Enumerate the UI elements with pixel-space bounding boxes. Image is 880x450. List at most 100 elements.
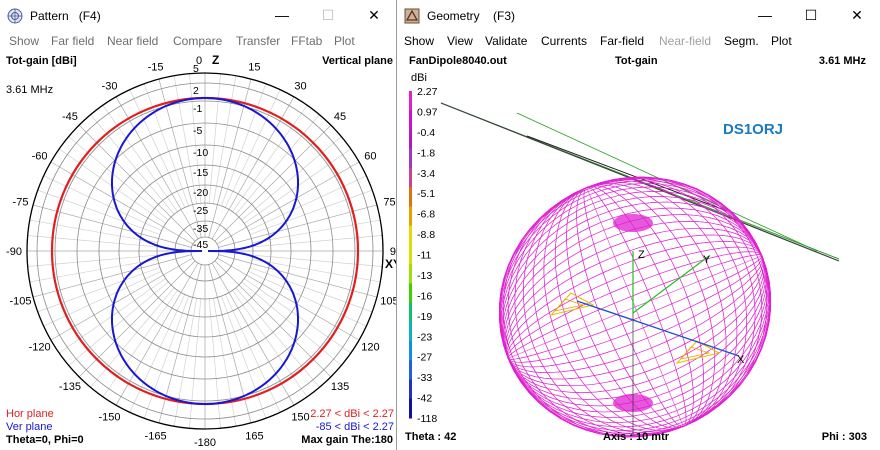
geometry-maximize-button[interactable]: ☐ bbox=[804, 7, 818, 23]
scale-value: -16 bbox=[417, 290, 432, 302]
scale-value: -23 bbox=[417, 331, 432, 343]
angle-label: -90 bbox=[6, 246, 22, 258]
geometry-menu-segm[interactable]: Segm. bbox=[724, 34, 759, 48]
geometry-view-area[interactable]: 2.27 0.97 -0.4 -1.8 -3.4 -5.1 -6.8 -8.8 -11 -13 -1… bbox=[397, 51, 880, 450]
ring-label: 5 bbox=[193, 63, 199, 75]
angle-label: 0 bbox=[196, 55, 202, 67]
geometry-menubar: Show View Validate Currents Far-field Ne… bbox=[397, 31, 880, 51]
pattern-window: Pattern (F4) — ☐ ✕ Show Far field Near f… bbox=[0, 0, 397, 450]
pattern-app-icon bbox=[7, 8, 23, 24]
legend-hor-plane: Hor plane bbox=[6, 408, 54, 420]
angle-label: -180 bbox=[194, 437, 216, 449]
pattern-header-right: Vertical plane bbox=[322, 55, 393, 67]
geometry-app-icon bbox=[404, 8, 420, 24]
scale-unit: dBi bbox=[411, 72, 427, 84]
geometry-menu-validate[interactable]: Validate bbox=[485, 34, 528, 48]
geometry-titlebar[interactable]: Geometry (F3) — ☐ ✕ bbox=[397, 0, 880, 31]
geometry-frequency: 3.61 MHz bbox=[818, 55, 866, 67]
scale-value: 2.27 bbox=[417, 86, 438, 98]
angle-label: -105 bbox=[9, 295, 31, 307]
ring-label: -10 bbox=[193, 147, 208, 159]
angle-label: 15 bbox=[248, 62, 260, 74]
pattern-menu-plot[interactable]: Plot bbox=[334, 34, 355, 48]
angle-label: 90 bbox=[390, 246, 396, 258]
pattern-header-left: Tot-gain [dBi] bbox=[6, 55, 77, 67]
angle-label: 105 bbox=[380, 295, 396, 307]
ring-label: -1 bbox=[193, 103, 202, 115]
angle-label: -30 bbox=[102, 81, 118, 93]
scale-value: -19 bbox=[417, 311, 432, 323]
angle-label: 150 bbox=[291, 411, 309, 423]
pattern-menu-fftab[interactable]: FFtab bbox=[291, 34, 323, 48]
pattern-plot-area: 5 2 -1 -5 -10 -15 -20 -25 -35 -45 0 -15 -30 -45 -60 -75… bbox=[0, 51, 396, 450]
ver-plane-trace bbox=[111, 97, 299, 405]
geometry-title: Geometry (F3) bbox=[427, 9, 516, 23]
geometry-menu-near-field[interactable]: Near-field bbox=[659, 34, 712, 48]
angle-label: -45 bbox=[62, 111, 78, 123]
geometry-axes bbox=[576, 251, 740, 436]
scale-value: 0.97 bbox=[417, 106, 438, 118]
pattern-menu-far-field[interactable]: Far field bbox=[51, 34, 95, 48]
geometry-center-label: Tot-gain bbox=[615, 55, 658, 67]
angle-label: 30 bbox=[294, 81, 306, 93]
pattern-close-button[interactable]: ✕ bbox=[368, 7, 380, 23]
scale-value: -6.8 bbox=[417, 209, 435, 221]
axis-z-marker: Z bbox=[638, 249, 645, 261]
ring-label: -15 bbox=[193, 167, 208, 179]
polar-grid bbox=[26, 72, 384, 430]
angle-label: -165 bbox=[145, 430, 167, 442]
scale-value: -33 bbox=[417, 372, 432, 384]
pattern-minimize-button[interactable]: — bbox=[275, 7, 289, 23]
scale-value: -13 bbox=[417, 270, 432, 282]
pattern-title: Pattern (F4) bbox=[30, 9, 101, 23]
scale-value: -27 bbox=[417, 352, 432, 364]
pattern-menu-show[interactable]: Show bbox=[9, 34, 40, 48]
geometry-filename: FanDipole8040.out bbox=[409, 55, 507, 67]
antenna-wires bbox=[440, 102, 840, 262]
geometry-menu-currents[interactable]: Currents bbox=[541, 34, 588, 48]
pattern-frequency: 3.61 MHz bbox=[6, 84, 54, 96]
angle-label: 75 bbox=[383, 197, 395, 209]
axis-x-marker: X bbox=[737, 354, 745, 366]
angle-label: 135 bbox=[331, 381, 349, 393]
axis-xy-label: XY bbox=[385, 257, 396, 271]
geometry-menu-plot[interactable]: Plot bbox=[771, 34, 792, 48]
ring-label: -45 bbox=[193, 239, 208, 251]
geometry-3d-view[interactable]: 2.27 0.97 -0.4 -1.8 -3.4 -5.1 -6.8 -8.8 -11 -13 -1… bbox=[397, 51, 880, 450]
pattern-menu-compare[interactable]: Compare bbox=[173, 34, 223, 48]
scale-value: -1.8 bbox=[417, 147, 435, 159]
ring-label: 2 bbox=[193, 85, 199, 97]
pattern-footer-left: Theta=0, Phi=0 bbox=[6, 434, 84, 446]
geometry-menu-show[interactable]: Show bbox=[404, 34, 435, 48]
scale-value: -11 bbox=[417, 250, 432, 262]
pattern-titlebar[interactable]: Pattern (F4) — ☐ ✕ bbox=[0, 0, 396, 31]
pattern-maximize-button[interactable]: ☐ bbox=[321, 7, 335, 23]
geometry-window: Geometry (F3) — ☐ ✕ Show View Validate C… bbox=[397, 0, 880, 450]
scale-value: -0.4 bbox=[417, 127, 435, 139]
scale-value: -118 bbox=[417, 413, 437, 425]
pattern-menu-transfer[interactable]: Transfer bbox=[236, 34, 281, 48]
legend-ver-plane: Ver plane bbox=[6, 421, 53, 433]
pattern-menubar: Show Far field Near field Compare Transf… bbox=[0, 31, 396, 51]
ring-label: -20 bbox=[193, 187, 208, 199]
geometry-menu-far-field[interactable]: Far-field bbox=[600, 34, 645, 48]
color-scale bbox=[409, 91, 412, 419]
angle-label: -135 bbox=[59, 381, 81, 393]
callsign-label: DS1ORJ bbox=[723, 121, 784, 138]
angle-label: 120 bbox=[361, 342, 379, 354]
pattern-menu-near-field[interactable]: Near field bbox=[107, 34, 159, 48]
angle-label: 60 bbox=[364, 151, 376, 163]
axis-scale: Axis : 10 mtr bbox=[603, 431, 670, 443]
angle-label: -150 bbox=[98, 411, 120, 423]
angle-label: -75 bbox=[13, 197, 29, 209]
polar-plot: 5 2 -1 -5 -10 -15 -20 -25 -35 -45 0 -15 -30 -45 -60 -75… bbox=[6, 53, 396, 449]
geometry-close-button[interactable]: ✕ bbox=[851, 7, 863, 23]
angle-label: 45 bbox=[334, 111, 346, 123]
geometry-minimize-button[interactable]: — bbox=[758, 7, 772, 23]
axis-y-marker: Y bbox=[703, 254, 711, 266]
pattern-footer-right: Max gain The:180 bbox=[301, 434, 393, 446]
scale-value: -8.8 bbox=[417, 229, 435, 241]
theta-readout: Theta : 42 bbox=[405, 431, 457, 443]
geometry-menu-view[interactable]: View bbox=[447, 34, 473, 48]
axis-z-label: Z bbox=[212, 53, 219, 67]
